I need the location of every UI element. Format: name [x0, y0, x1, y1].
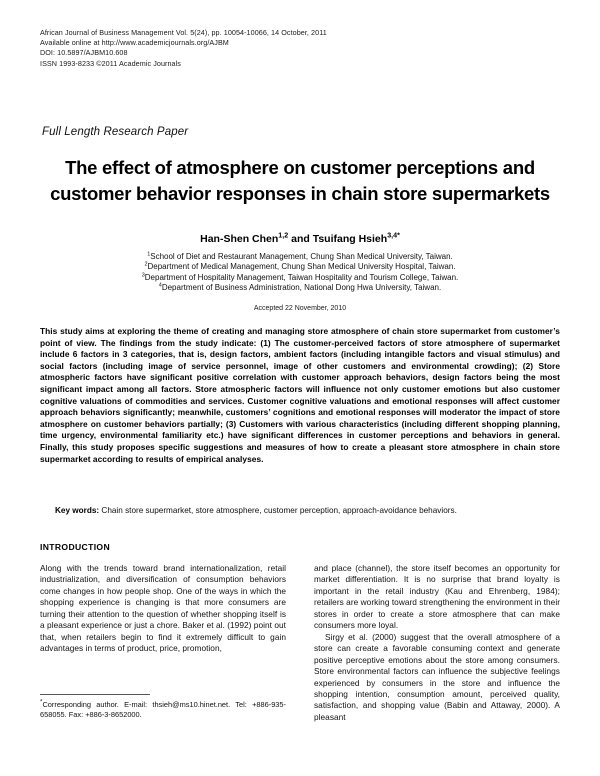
affiliation-marker: 1 — [147, 251, 151, 258]
accepted-date: Accepted 22 November, 2010 — [253, 305, 347, 312]
affiliation-item: 4Department of Business Administration, … — [45, 283, 555, 293]
author-list: Han-Shen Chen1,2 and Tsuifang Hsieh3,4* — [45, 231, 555, 245]
affiliation-text: Department of Business Administration, N… — [161, 282, 442, 292]
body-paragraph: Along with the trends toward brand inter… — [40, 563, 286, 654]
keywords-line: Key words: Chain store supermarket, stor… — [55, 505, 560, 516]
masthead-online-url-line: Available online at http://www.academicj… — [40, 38, 229, 48]
masthead-issn-line: ISSN 1993-8233 ©2011 Academic Journals — [40, 58, 181, 68]
footnote-marker: * — [40, 698, 43, 706]
affiliation-marker: 4 — [158, 282, 162, 289]
page-title: The effect of atmosphere on customer per… — [50, 157, 550, 204]
body-column-right: and place (channel), the store itself be… — [314, 563, 560, 723]
section-heading-introduction: INTRODUCTION — [40, 542, 111, 552]
body-paragraph: Sirgy et al. (2000) suggest that the ove… — [314, 631, 560, 722]
keywords-label: Key words: — [55, 506, 100, 515]
affiliation-item: 3Department of Hospitality Management, T… — [45, 271, 555, 283]
affiliation-marker: 3 — [141, 271, 145, 278]
journal-masthead: African Journal of Business Management V… — [40, 28, 560, 69]
keywords-value: Chain store supermarket, store atmospher… — [99, 506, 457, 515]
corresponding-author-footnote: *Corresponding author. E-mail: thsieh@ms… — [40, 698, 286, 720]
affiliation-text: Department of Hospitality Management, Ta… — [144, 272, 459, 282]
affiliation-text: School of Diet and Restaurant Management… — [150, 252, 453, 261]
body-column-left: Along with the trends toward brand inter… — [40, 563, 286, 655]
author-name-2: Tsuifang Hsieh — [312, 233, 388, 245]
article-type-label: Full Length Research Paper — [42, 126, 189, 138]
footnote-text: Corresponding author. E-mail: thsieh@ms1… — [40, 700, 286, 719]
body-paragraph: and place (channel), the store itself be… — [314, 563, 560, 631]
footnote-divider — [40, 694, 150, 695]
affiliation-item: 2Department of Medical Management, Chung… — [45, 262, 555, 272]
author-affil-marker-2: 3,4* — [387, 231, 400, 240]
abstract-text: This study aims at exploring the theme o… — [40, 326, 560, 464]
author-conjunction: and — [288, 233, 313, 245]
affiliation-list: 1School of Diet and Restaurant Managemen… — [45, 252, 555, 293]
masthead-citation-line: African Journal of Business Management V… — [40, 28, 327, 37]
affiliation-text: Department of Medical Management, Chung … — [147, 262, 456, 272]
masthead-doi-line: DOI: 10.5897/AJBM10.608 — [40, 48, 128, 58]
author-affil-marker-1: 1,2 — [278, 231, 289, 240]
affiliation-marker: 2 — [144, 261, 148, 268]
affiliation-item: 1School of Diet and Restaurant Managemen… — [45, 252, 555, 262]
author-name-1: Han-Shen Chen — [200, 233, 279, 245]
